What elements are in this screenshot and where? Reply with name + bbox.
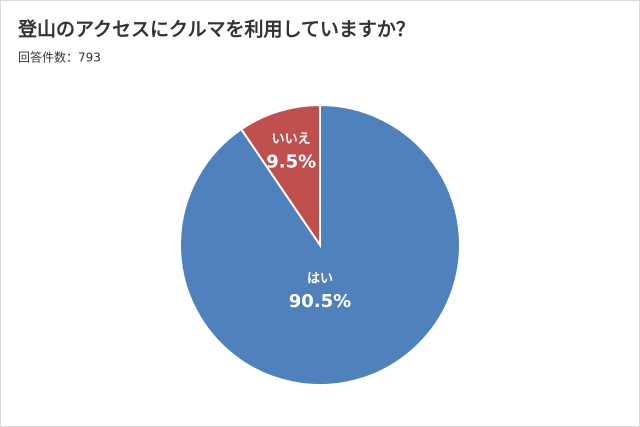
slice-value-label: 9.5% [266,151,316,172]
slice-category-label: いいえ [272,132,311,147]
chart-subtitle: 回答件数：793 [18,50,101,65]
slice-value-label: 90.5% [289,291,351,312]
slice-category-label: はい [307,272,333,287]
pie-slice [239,103,321,249]
chart-title: 登山のアクセスにクルマを利用していますか？ [17,18,415,41]
